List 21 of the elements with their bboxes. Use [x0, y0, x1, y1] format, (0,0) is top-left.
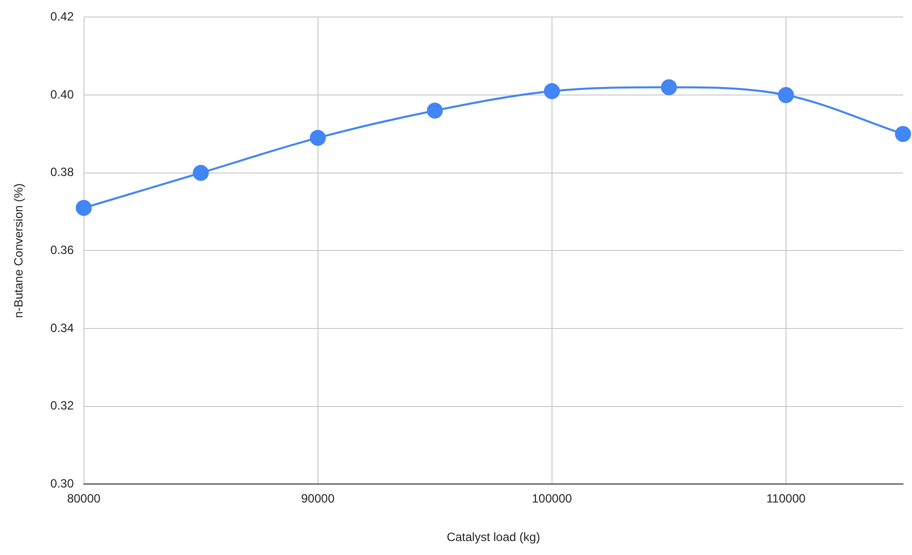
point	[76, 200, 92, 216]
y-tick-label: 0.42	[50, 10, 74, 24]
y-tick-label: 0.38	[50, 165, 74, 180]
point	[660, 79, 677, 96]
y-tick-label: 0.32	[50, 398, 74, 413]
y-tick-label: 0.34	[50, 320, 74, 335]
x-tick-label: 90000	[301, 492, 335, 506]
x-tick-label: 80000	[67, 492, 101, 506]
point	[310, 130, 326, 146]
point	[778, 87, 794, 104]
y-tick-label: 0.30	[50, 476, 74, 491]
x-axis-title: Catalyst load (kg)	[446, 530, 540, 544]
y-tick-label: 0.36	[50, 243, 74, 258]
y-axis-title: n-Butane Conversion (%)	[12, 183, 26, 318]
x-tick-label: 100000	[532, 492, 572, 506]
point	[192, 164, 209, 181]
point	[426, 102, 443, 119]
point	[544, 83, 560, 100]
point	[895, 126, 911, 142]
y-tick-label: 0.40	[50, 87, 74, 102]
x-tick-label: 110000	[766, 492, 806, 506]
